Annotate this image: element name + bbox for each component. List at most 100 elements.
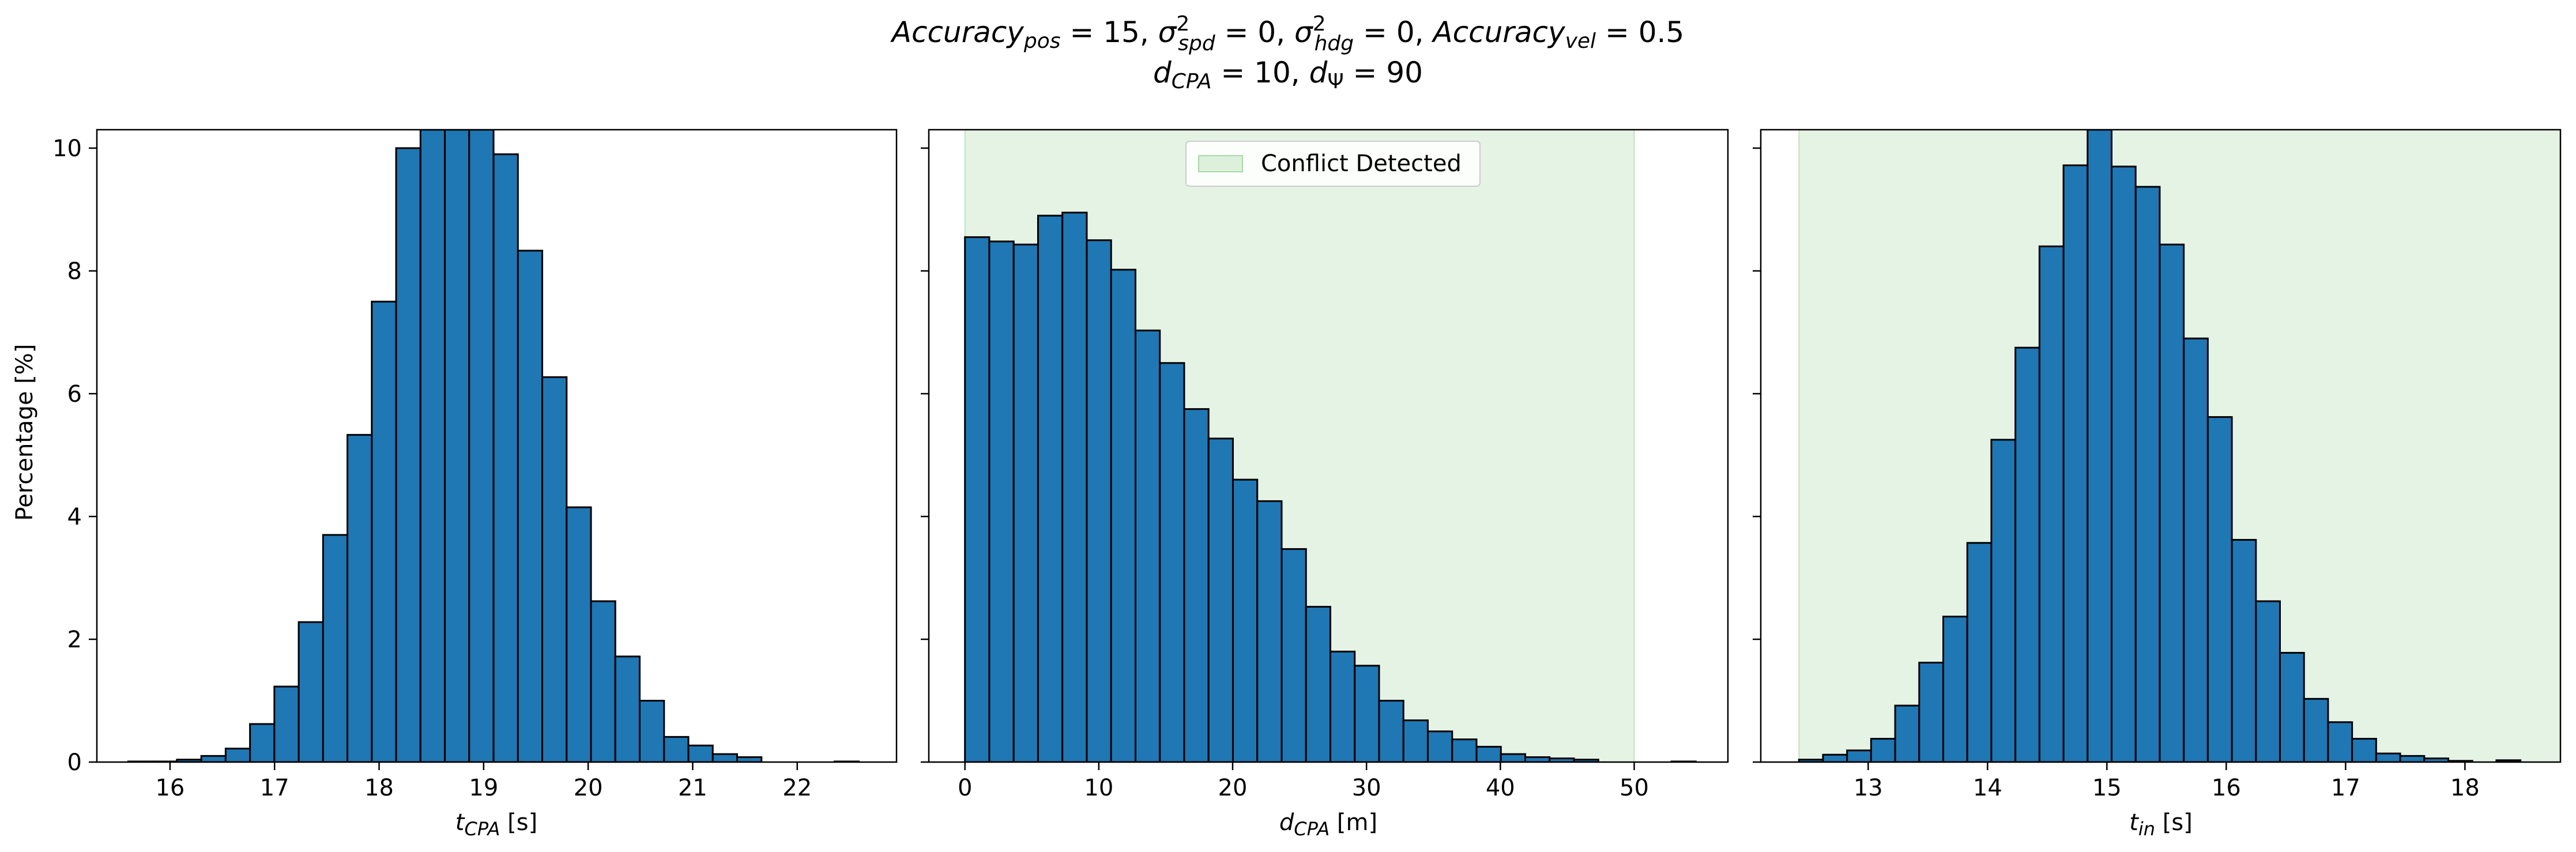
histogram-bar [224,748,251,762]
histogram-bar [1990,439,2017,762]
histogram-bars [1798,130,2522,762]
histogram-bar [663,736,690,762]
histogram-bar [2255,600,2281,762]
histogram-bar [2375,752,2401,762]
x-tick-label: 20 [1218,775,1248,801]
histogram-bar [322,534,349,762]
legend-swatch [1198,155,1243,172]
histogram-bar [395,147,421,762]
y-tick-label: 4 [67,504,82,530]
histogram-bar [347,433,373,762]
x-tick-label: 10 [1084,775,1113,801]
histogram-bar [468,130,495,762]
histogram-bar [1870,738,1896,762]
x-axis-label-tcpa: tCPA [s] [455,809,537,840]
histogram-bar [273,685,300,762]
histogram-bar [566,506,592,762]
histogram-bar [1354,665,1380,762]
histogram-bar [1822,753,1848,762]
legend-label: Conflict Detected [1261,150,1462,177]
histogram-bar [988,240,1015,762]
y-tick-label: 6 [67,381,82,408]
x-tick-label: 18 [2450,775,2480,801]
histogram-bar [200,755,227,762]
histogram-bar [736,756,763,762]
x-tick-label: 22 [782,775,812,801]
histogram-bar [1426,730,1453,762]
figure-title-line2: dCPA = 10, dΨ = 90 [1153,56,1423,93]
panel-2: 0 10 20 30 40 50 Conflict Detected [921,129,1729,801]
histogram-bar [2111,165,2137,762]
histogram-bar [1524,756,1551,762]
histogram-bar [371,300,397,762]
histogram-bar [2206,416,2233,762]
y-tick-label: 8 [67,258,82,285]
x-axis-label-dcpa: dCPA [m] [1279,809,1377,840]
histogram-bar [639,699,665,762]
histogram-bar [2062,164,2089,762]
histogram-bar [964,236,991,762]
histogram-bar [1134,329,1161,762]
y-tick-label: 0 [67,749,82,776]
histogram-bar [1305,606,1331,762]
histogram-bar [2159,243,2185,762]
y-axis-label: Percentage [%] [12,344,38,521]
histogram-bar [1402,719,1429,762]
x-tick-label: 20 [574,775,603,801]
x-tick-label: 40 [1486,775,1515,801]
x-tick-label: 17 [2331,775,2360,801]
histogram-bar [1846,749,1872,762]
histogram-bar [297,621,324,762]
figure-title-line1: Accuracypos = 15, σ2 spd = 0, σ2 hdg = 0, … [890,12,1685,55]
y-tick-label: 2 [67,627,82,653]
histogram-bar [492,153,519,762]
histogram-bar [2038,245,2065,762]
x-tick-label: 50 [1620,775,1649,801]
x-tick-label: 14 [1973,775,2002,801]
histogram-bar [2183,337,2209,762]
histogram-bar [249,723,276,762]
histogram-bar [2327,721,2353,762]
histogram-bars [964,212,1697,762]
histogram-bar [1037,214,1064,762]
histogram-bar [541,376,568,762]
histogram-bar [1061,212,1088,762]
histogram-bar [1231,478,1259,762]
histogram-bar [711,753,739,762]
histogram-bar [2231,538,2257,762]
histogram-bar [1207,438,1234,762]
histogram-bar [517,250,544,762]
histogram-bar [1281,548,1307,762]
x-tick-label: 16 [155,775,184,801]
x-tick-label: 13 [1854,775,1883,801]
histogram-bar [1500,753,1527,762]
histogram-bar [1256,500,1283,762]
histogram-bar [590,600,616,762]
panel-1: 16 17 18 19 20 21 22 0 2 4 6 8 10 [52,129,898,801]
x-axis-label-tin: tin [s] [2129,809,2193,840]
histogram-bar [1451,738,1478,762]
histogram-bar [1894,704,1920,762]
histogram-bar [2134,186,2161,762]
histogram-bar [1183,408,1210,762]
x-tick-label: 16 [2212,775,2241,801]
histogram-bar [1966,542,1993,762]
panels: 16 17 18 19 20 21 22 0 2 4 6 8 10 0 10 20 30 40 50 Conflict… [52,129,2562,801]
axes-frame [96,129,898,763]
histogram-bar [1378,699,1404,762]
histogram-bar [2087,130,2113,762]
histogram-bar [1159,362,1185,762]
histogram-bar [1012,243,1039,762]
histogram-bar [1086,239,1112,762]
x-tick-label: 17 [260,775,289,801]
axes-frame [928,129,1729,763]
histogram-bar [444,130,470,762]
axes-frame [1760,129,2562,763]
legend: Conflict Detected [1185,141,1481,187]
histogram-bar [1329,650,1356,762]
histogram-bar [2351,738,2377,762]
histogram-bar [419,130,446,762]
panel-3: 13 14 15 16 17 18 [1753,129,2562,801]
x-tick-label: 15 [2092,775,2122,801]
histogram-bar [1918,661,1945,762]
